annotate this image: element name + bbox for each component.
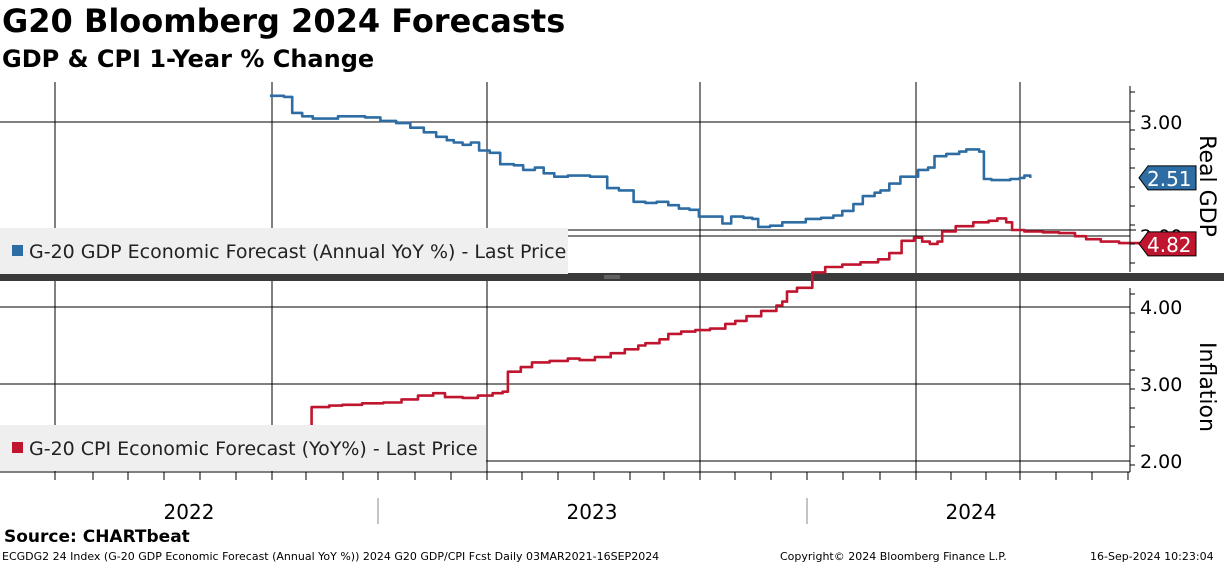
- last-value-tag: [1138, 231, 1197, 257]
- x-tick-label: 2024: [946, 500, 997, 524]
- panel-divider: [0, 273, 1224, 281]
- legend-box: [0, 228, 568, 274]
- panel-divider-bar: [0, 273, 1224, 281]
- y-tick-label: 4.00: [1140, 297, 1182, 319]
- copyright-text: Copyright© 2024 Bloomberg Finance L.P.: [780, 550, 1007, 563]
- last-value-tag: [1138, 165, 1197, 191]
- last-value-label: 2.51: [1147, 167, 1192, 191]
- axis-title: Inflation: [1194, 342, 1219, 432]
- last-value-label: 4.82: [1147, 233, 1192, 257]
- ticker-info: ECGDG2 24 Index (G-20 GDP Economic Forec…: [2, 550, 660, 563]
- timestamp: 16-Sep-2024 10:23:04: [1090, 550, 1214, 563]
- gdp-series-line: [269, 94, 1032, 229]
- legend-entry: G-20 GDP Economic Forecast (Annual YoY %…: [29, 241, 566, 263]
- series-layer: [269, 94, 1155, 436]
- chart-subtitle: GDP & CPI 1-Year % Change: [2, 45, 375, 73]
- y-tick-label: 3.00: [1140, 112, 1182, 134]
- x-tick-label: 2023: [567, 500, 618, 524]
- y-tick-label: 2.00: [1140, 451, 1182, 473]
- legend-swatch: [12, 442, 23, 453]
- x-tick-label: 2022: [164, 500, 215, 524]
- chart-title: G20 Bloomberg 2024 Forecasts: [2, 2, 566, 40]
- cpi-series-line: [269, 217, 1155, 436]
- legend-swatch: [12, 245, 23, 256]
- axis-title: Real GDP: [1194, 135, 1219, 237]
- legend-box: [0, 425, 486, 471]
- legend-layer: G-20 GDP Economic Forecast (Annual YoY %…: [0, 228, 568, 471]
- source-label: Source: CHARTbeat: [4, 527, 190, 547]
- y-tick-label: 3.00: [1140, 374, 1182, 396]
- legend-entry: G-20 CPI Economic Forecast (YoY%) - Last…: [29, 438, 478, 460]
